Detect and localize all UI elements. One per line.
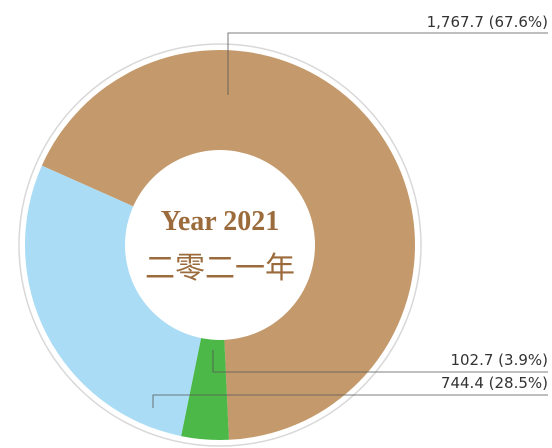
leader-line — [212, 350, 548, 373]
value-label: 1,767.7 (67.6%) — [427, 13, 548, 31]
center-subtitle: 二零二一年 — [145, 251, 295, 286]
donut-hole — [125, 150, 315, 340]
center-title: Year 2021 — [161, 206, 279, 237]
leader-line — [152, 394, 548, 408]
value-label: 102.7 (3.9%) — [450, 351, 548, 369]
leader-line — [227, 32, 548, 95]
value-label: 744.4 (28.5%) — [441, 374, 548, 392]
